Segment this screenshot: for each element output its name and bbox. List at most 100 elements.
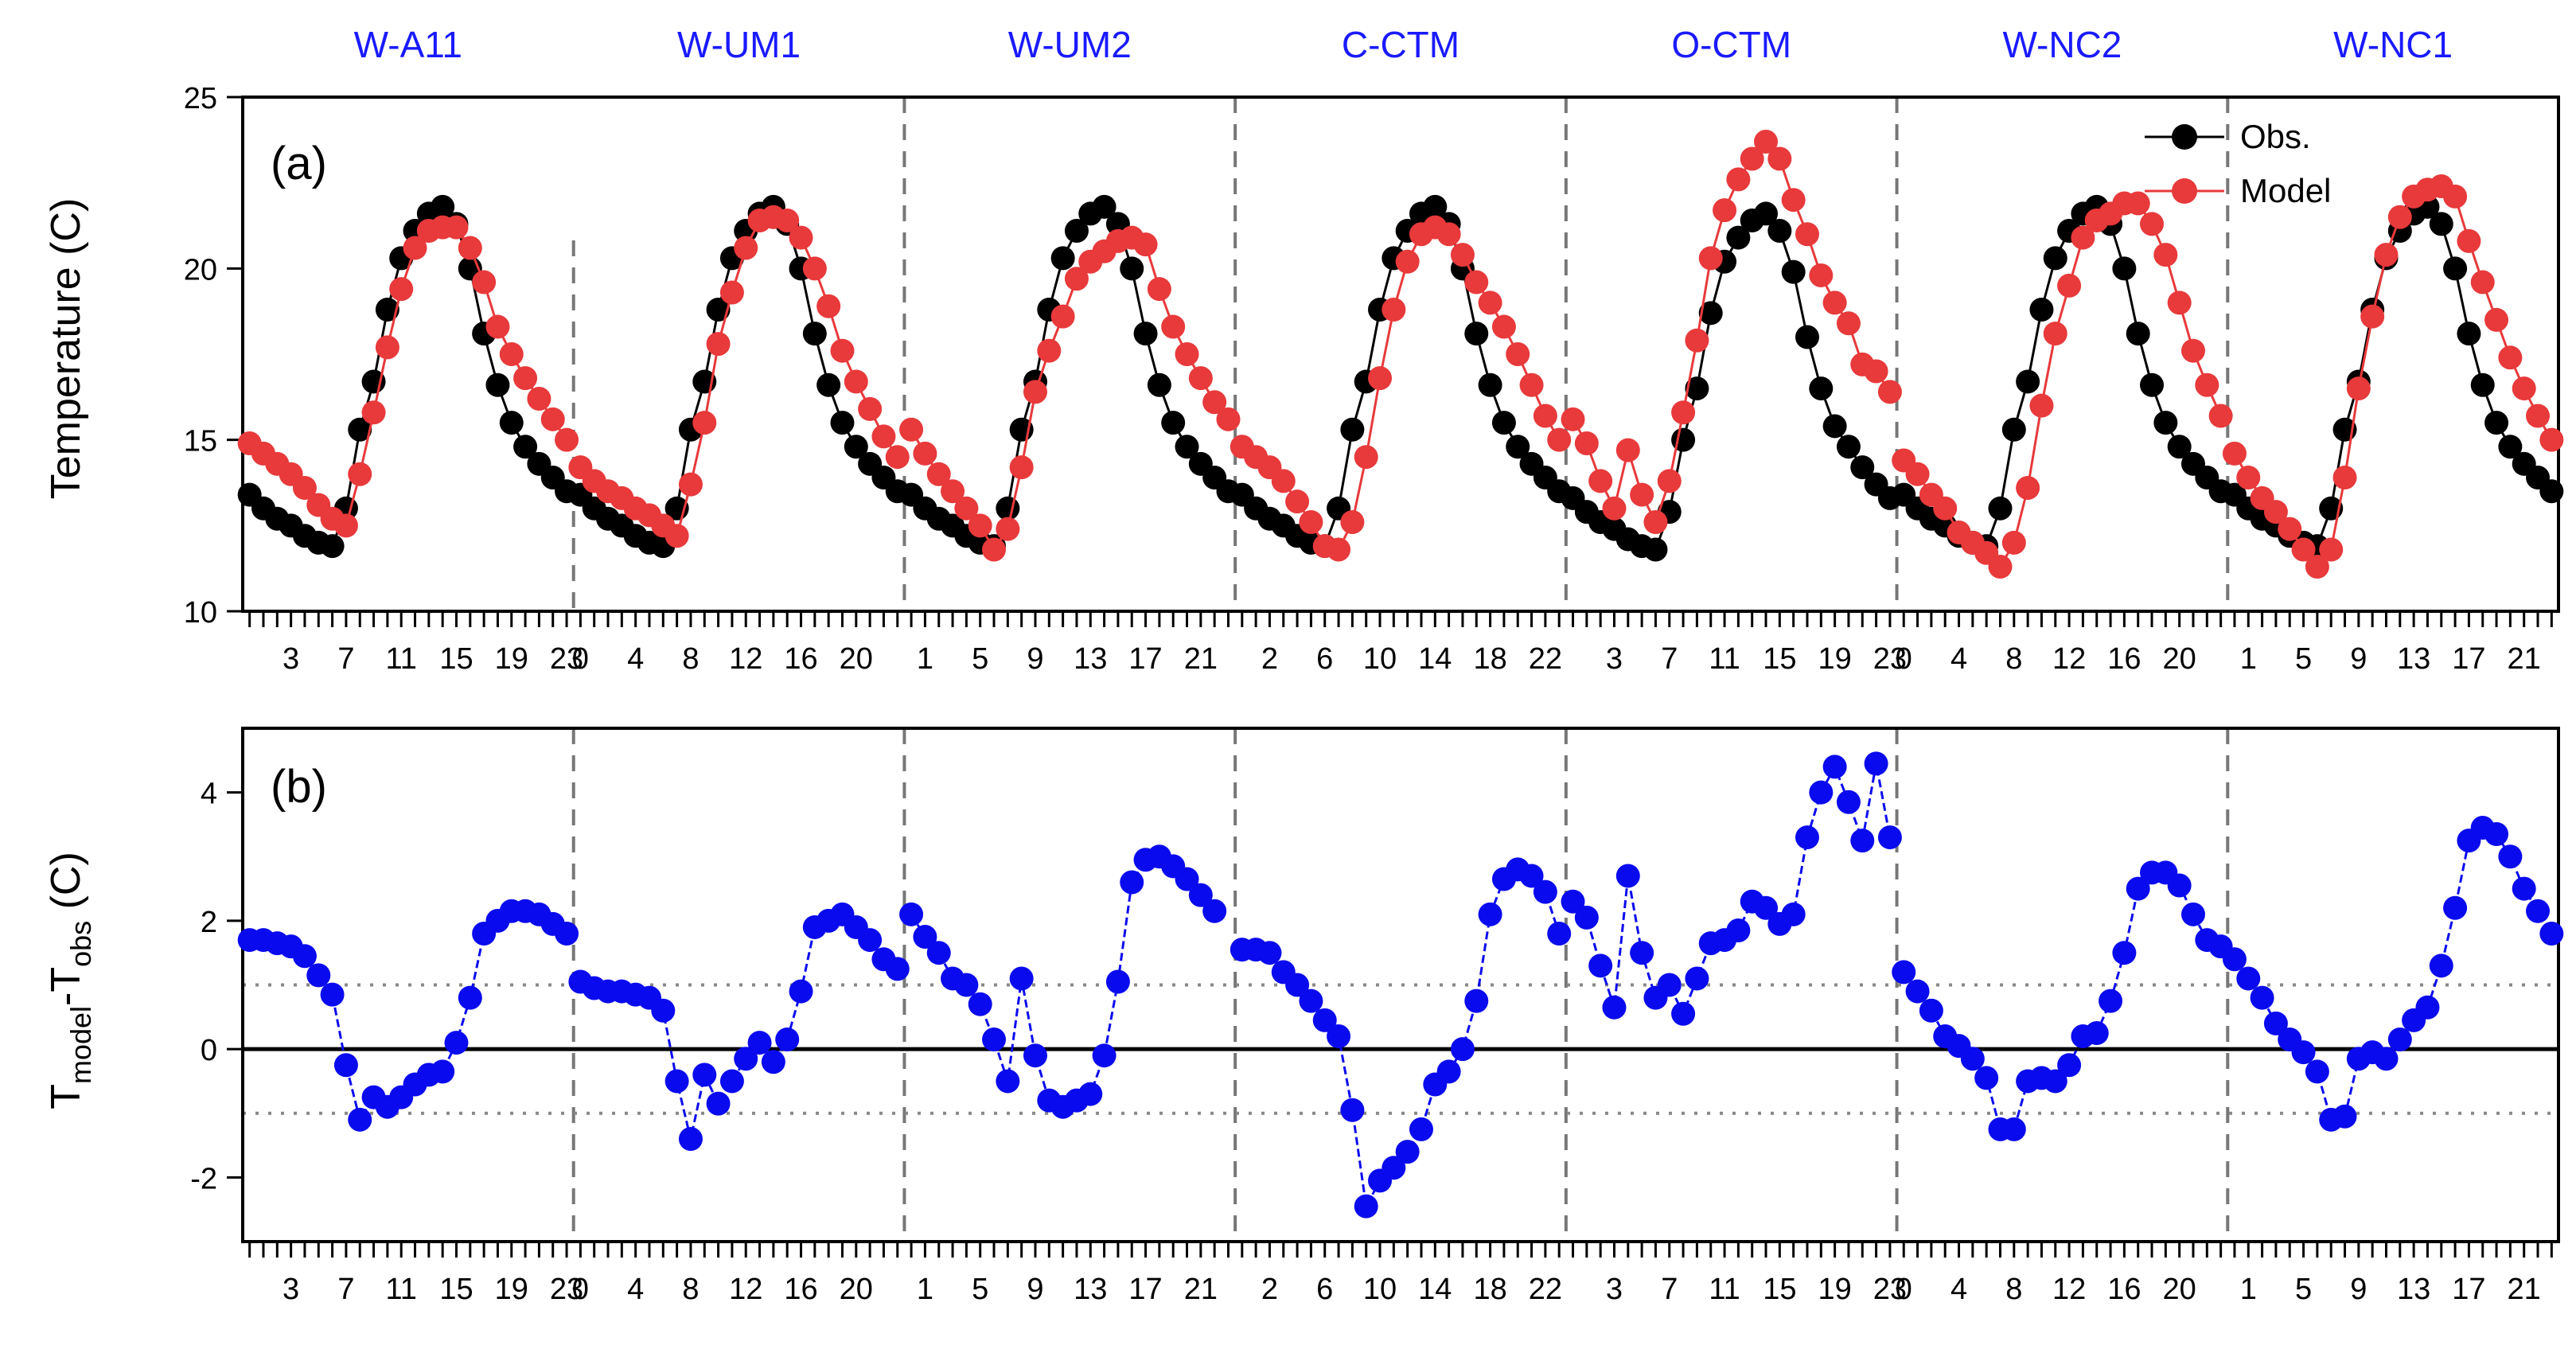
panel-b-ylabel: Tmodel-Tobs (C) [43,852,97,1109]
panel-a-y-tick-label: 10 [184,596,217,630]
model-point [1133,232,1158,257]
bias-point [333,1053,358,1078]
panel-a-y-tick-label: 25 [184,82,217,115]
panel-b-x-tick-label: 10 [1363,1273,1397,1306]
model-point [2484,307,2509,332]
bias-point [1657,973,1682,997]
model-point [403,236,427,260]
bias-point [1685,966,1709,991]
panel-b-x-tick-label: 1 [2240,1273,2257,1306]
model-point [2360,304,2385,329]
panel-a-tag: (a) [271,138,327,189]
bias-point [1547,922,1572,946]
panel-a-x-tick-label: 9 [2350,642,2367,676]
obs-point [2470,372,2495,397]
model-point [1630,482,1654,507]
obs-point [375,298,399,322]
model-point [540,407,565,431]
bias-point [1960,1047,1985,1071]
model-point [2126,191,2150,216]
bias-point [2429,953,2453,978]
site-label-w-nc1: W-NC1 [2333,24,2453,65]
bias-point [1409,1117,1433,1141]
bias-point [2415,995,2440,1020]
model-point [555,427,579,452]
bias-point [2099,989,2123,1013]
bias-point [926,941,951,965]
model-point [2526,404,2551,428]
model-point [678,472,703,497]
model-point [1781,188,1806,213]
bias-point [1105,969,1130,994]
bias-point [2305,1059,2329,1084]
bias-point [555,922,579,946]
bias-point [1533,879,1557,904]
model-point [1147,277,1171,302]
panel-a-x-tick-label: 4 [1951,642,1967,676]
model-point [1037,338,1062,363]
panel-a-x-tick-label: 21 [1184,642,1218,676]
bias-point [1588,953,1613,978]
model-point [926,462,951,486]
obs-point [1147,372,1171,397]
panel-b-x-tick-label: 18 [1473,1273,1506,1306]
obs-point [844,435,868,459]
panel-a-ylabel: Temperature (C) [43,198,89,500]
obs-point [1491,411,1516,435]
bias-point [692,1063,717,1087]
model-point [2539,427,2564,452]
obs-point [2457,322,2481,346]
panel-b-x-tick-label: 23 [550,1273,583,1306]
panel-a-x-tick-label: 15 [1763,642,1796,676]
panel-b-x-tick-label: 3 [1606,1273,1623,1306]
obs-point [1464,322,1489,346]
model-point [2043,322,2067,346]
model-point [2498,345,2523,370]
model-point [1436,222,1461,247]
bias-point [458,985,482,1010]
model-point [2153,243,2178,267]
model-point [719,280,744,305]
model-point [527,386,551,411]
legend-obs-marker [2172,124,2197,150]
legend-model-label: Model [2240,172,2331,209]
bias-point [1974,1066,1999,1090]
model-point [1713,198,1737,223]
panel-a-x-tick-label: 23 [1873,642,1907,676]
bias-point [1188,883,1213,907]
bias-point [1781,902,1806,926]
obs-point [1850,455,1875,480]
bias-point [1078,1082,1103,1106]
panel-b-x-tick-label: 2 [1261,1273,1278,1306]
obs-point [2167,435,2192,459]
obs-point [816,372,841,397]
model-point [2001,530,2026,555]
model-point [802,256,827,281]
model-point [1822,291,1847,315]
bias-point [1299,989,1323,1013]
obs-point [2016,369,2040,394]
model-point [2236,466,2261,490]
obs-point [2001,417,2026,442]
bias-point [1175,867,1199,891]
bias-point [292,944,317,969]
obs-point [1767,218,1792,243]
model-point [775,209,800,233]
model-point [2305,555,2329,579]
obs-point [1478,372,1502,397]
obs-point [2429,212,2453,236]
bias-point [1450,1037,1475,1062]
panel-a-x-tick-label: 5 [972,642,988,676]
ylabel-sub-obs: obs [64,921,97,967]
obs-point [1822,414,1847,439]
ylabel-t-mid: -T [43,967,89,1006]
panel-a-x-tick-label: 12 [2052,642,2086,676]
model-point [485,314,510,339]
panel-b-x-tick-label: 12 [729,1273,762,1306]
model-point [333,513,358,538]
model-point [1685,328,1709,353]
bias-point [1892,960,1916,985]
obs-point [1643,537,1668,562]
panel-b-x-tick-label: 17 [1128,1273,1162,1306]
bias-point [2387,1028,2412,1052]
